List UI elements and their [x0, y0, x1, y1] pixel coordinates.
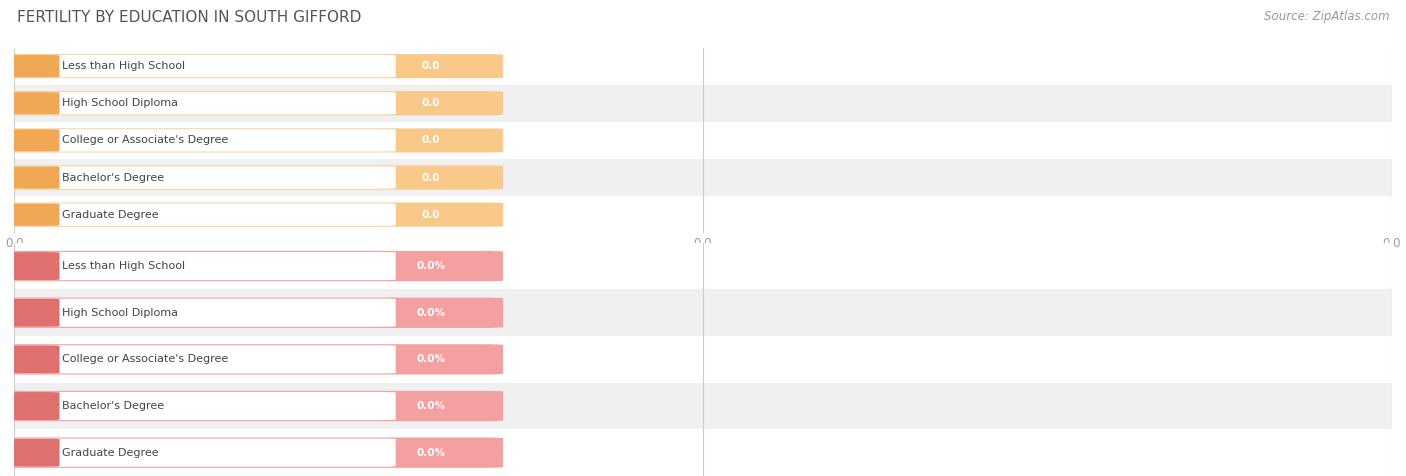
Bar: [14, 48, 1392, 85]
Text: Graduate Degree: Graduate Degree: [62, 209, 159, 220]
Bar: [14, 122, 1392, 159]
FancyBboxPatch shape: [4, 345, 395, 374]
FancyBboxPatch shape: [7, 129, 59, 151]
FancyBboxPatch shape: [0, 166, 503, 189]
Text: High School Diploma: High School Diploma: [62, 98, 179, 109]
Bar: [14, 289, 1392, 336]
Text: Bachelor's Degree: Bachelor's Degree: [62, 172, 165, 183]
FancyBboxPatch shape: [0, 437, 503, 468]
Text: 0.0%: 0.0%: [416, 447, 446, 458]
FancyBboxPatch shape: [4, 392, 395, 420]
FancyBboxPatch shape: [4, 55, 395, 78]
Text: Graduate Degree: Graduate Degree: [62, 447, 159, 458]
Bar: [14, 383, 1392, 429]
FancyBboxPatch shape: [7, 204, 59, 226]
FancyBboxPatch shape: [4, 203, 395, 226]
Text: College or Associate's Degree: College or Associate's Degree: [62, 354, 229, 365]
FancyBboxPatch shape: [0, 91, 503, 115]
Bar: [14, 336, 1392, 383]
Text: 0.0: 0.0: [422, 135, 440, 146]
FancyBboxPatch shape: [4, 129, 395, 152]
Bar: [14, 243, 1392, 289]
FancyBboxPatch shape: [0, 203, 503, 227]
Text: FERTILITY BY EDUCATION IN SOUTH GIFFORD: FERTILITY BY EDUCATION IN SOUTH GIFFORD: [17, 10, 361, 25]
Bar: [14, 196, 1392, 233]
Text: Less than High School: Less than High School: [62, 261, 186, 271]
Bar: [14, 159, 1392, 196]
FancyBboxPatch shape: [0, 344, 503, 375]
FancyBboxPatch shape: [0, 391, 503, 421]
Text: Source: ZipAtlas.com: Source: ZipAtlas.com: [1264, 10, 1389, 22]
Text: Less than High School: Less than High School: [62, 61, 186, 71]
FancyBboxPatch shape: [7, 92, 59, 114]
Text: 0.0: 0.0: [422, 172, 440, 183]
FancyBboxPatch shape: [7, 252, 59, 280]
FancyBboxPatch shape: [4, 252, 395, 280]
FancyBboxPatch shape: [7, 55, 59, 77]
Text: College or Associate's Degree: College or Associate's Degree: [62, 135, 229, 146]
FancyBboxPatch shape: [7, 346, 59, 373]
FancyBboxPatch shape: [0, 129, 503, 152]
Text: 0.0%: 0.0%: [416, 307, 446, 318]
FancyBboxPatch shape: [4, 92, 395, 115]
Text: 0.0%: 0.0%: [416, 261, 446, 271]
Text: High School Diploma: High School Diploma: [62, 307, 179, 318]
Bar: [14, 429, 1392, 476]
FancyBboxPatch shape: [0, 251, 503, 281]
FancyBboxPatch shape: [4, 166, 395, 189]
FancyBboxPatch shape: [0, 54, 503, 78]
Text: Bachelor's Degree: Bachelor's Degree: [62, 401, 165, 411]
FancyBboxPatch shape: [0, 298, 503, 328]
Bar: [14, 85, 1392, 122]
Text: 0.0: 0.0: [422, 209, 440, 220]
Text: 0.0: 0.0: [422, 61, 440, 71]
FancyBboxPatch shape: [7, 439, 59, 466]
FancyBboxPatch shape: [7, 392, 59, 420]
Text: 0.0%: 0.0%: [416, 401, 446, 411]
FancyBboxPatch shape: [7, 167, 59, 188]
FancyBboxPatch shape: [7, 299, 59, 327]
Text: 0.0%: 0.0%: [416, 354, 446, 365]
FancyBboxPatch shape: [4, 298, 395, 327]
FancyBboxPatch shape: [4, 438, 395, 467]
Text: 0.0: 0.0: [422, 98, 440, 109]
